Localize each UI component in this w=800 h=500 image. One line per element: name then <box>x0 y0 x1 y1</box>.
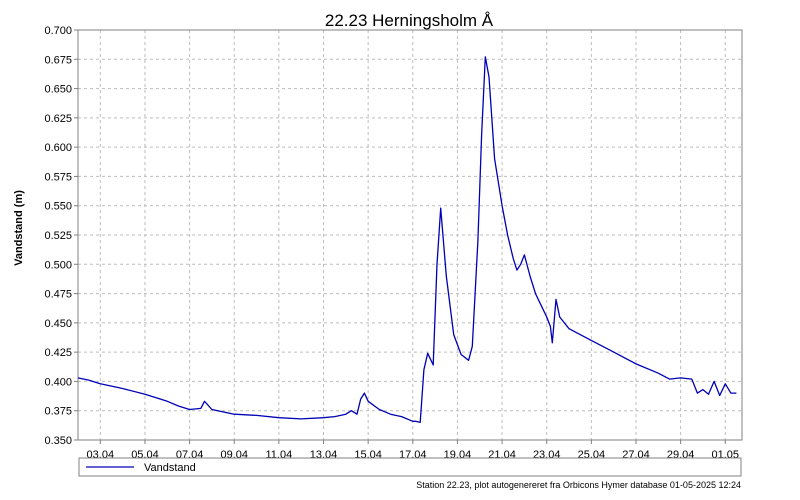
y-tick-label: 0.475 <box>44 289 72 301</box>
legend-box <box>78 457 742 477</box>
y-tick-label: 0.575 <box>44 171 72 183</box>
y-tick-label: 0.550 <box>44 201 72 213</box>
y-tick-label: 0.500 <box>44 259 72 271</box>
y-tick-label: 0.350 <box>44 435 72 447</box>
y-tick-label: 0.600 <box>44 142 72 154</box>
y-tick-label: 0.625 <box>44 113 72 125</box>
y-tick-label: 0.700 <box>44 25 72 37</box>
y-tick-label: 0.375 <box>44 406 72 418</box>
series-group <box>77 56 737 424</box>
chart-title: 22.23 Herningsholm Å <box>325 11 494 30</box>
y-axis-label: Vandstand (m) <box>13 190 25 266</box>
y-axis: 0.350 0.375 0.400 0.425 0.450 0.475 0.500 0.525… <box>44 25 78 447</box>
y-tick-label: 0.525 <box>44 230 72 242</box>
grid-lines <box>78 30 742 440</box>
y-tick-label: 0.675 <box>44 54 72 66</box>
series-line-vandstand <box>77 56 737 424</box>
footer-text: Station 22.23, plot autogenereret fra Or… <box>416 480 741 490</box>
y-tick-label: 0.450 <box>44 318 72 330</box>
y-tick-label: 0.425 <box>44 347 72 359</box>
y-tick-label: 0.400 <box>44 376 72 388</box>
y-tick-label: 0.650 <box>44 84 72 96</box>
legend-label-vandstand: Vandstand <box>144 462 196 474</box>
